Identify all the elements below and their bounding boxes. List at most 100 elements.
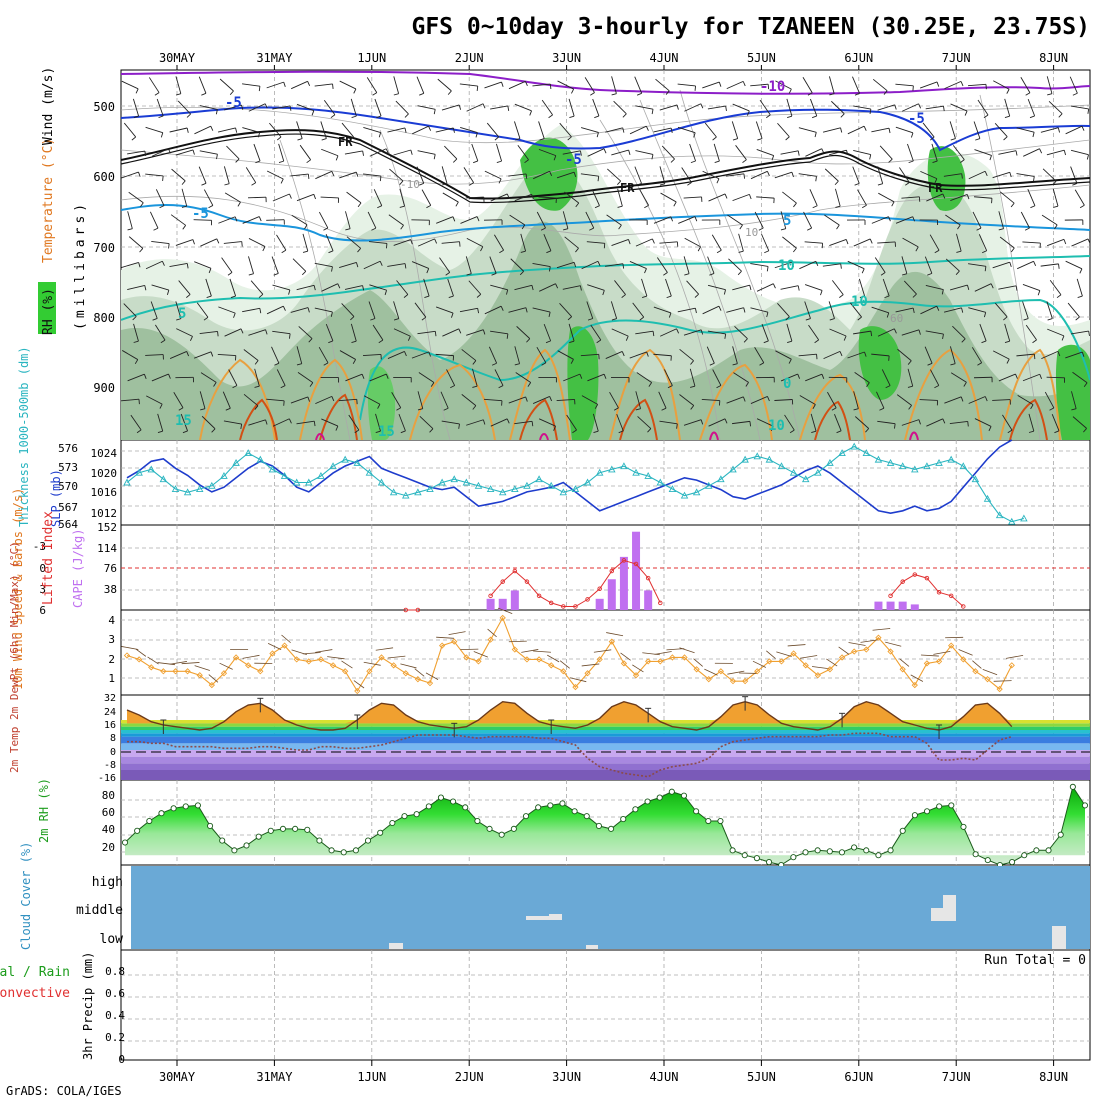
thickness-point (244, 449, 252, 457)
upper-wind-barb (243, 349, 259, 365)
wind10-point (863, 646, 870, 653)
upper-wind-barb (607, 168, 622, 186)
upper-wind-barb (532, 396, 553, 404)
bottom-date-label: 2JUN (455, 1070, 484, 1084)
upper-wind-barb (389, 168, 404, 185)
wind10-point (584, 670, 591, 677)
upper-wind-barb (242, 216, 262, 224)
upper-wind-barb (447, 278, 454, 299)
temperature-contours (121, 70, 1090, 440)
upper-wind-barb (1052, 188, 1059, 208)
bottom-date-label: 4JUN (650, 1070, 679, 1084)
thickness-point (717, 475, 725, 483)
upper-wind-barb (508, 80, 528, 90)
wind10-barb (315, 649, 333, 653)
upper-wind-barb (899, 167, 910, 186)
wind10-barb (666, 648, 685, 651)
wind10-barb (860, 639, 878, 643)
upper-wind-barb (471, 143, 479, 164)
cape-bar (498, 598, 507, 610)
rh-point (328, 847, 335, 854)
wind10-barb (157, 662, 176, 666)
thickness-point (801, 475, 810, 483)
wind10-barb (885, 641, 902, 647)
upper-wind-barb (992, 261, 1012, 269)
rh-point (146, 817, 153, 825)
upper-wind-barb (127, 211, 133, 231)
contour-label-1: -10 (760, 79, 785, 95)
upper-wind-barb (194, 261, 212, 274)
temp-contour-magenta-1 (315, 433, 325, 440)
upper-wind-barb (605, 127, 625, 133)
upper-wind-barb (348, 414, 360, 434)
upper-wind-barb (994, 123, 1008, 141)
upper-wind-barb (369, 373, 389, 382)
upper-wind-barb (735, 145, 747, 164)
upper-wind-barb (829, 238, 849, 247)
dewpoint-series-line (127, 732, 1013, 778)
bottom-date-label: 7JUN (942, 1070, 971, 1084)
cloud-ylabel: Cloud Cover (%) (19, 842, 33, 950)
upper-wind-barb (176, 328, 193, 342)
temp-band-4 (121, 743, 1090, 750)
rh-point (474, 817, 481, 825)
upper-wind-barb (224, 192, 241, 207)
thickness-point (171, 485, 180, 492)
temp-tick-0: 0 (110, 747, 116, 758)
upper-wind-barb (121, 80, 139, 94)
upper-wind-barb (1069, 76, 1078, 96)
wind10-point (220, 670, 228, 677)
upper-wind-barb (538, 196, 557, 203)
upper-wind-barb (296, 284, 316, 291)
wind10-barb (848, 642, 866, 646)
upper-wind-barb (847, 351, 867, 359)
upper-wind-barb (702, 305, 722, 315)
upper-wind-barb (130, 414, 142, 434)
upper-wind-barb (658, 391, 667, 411)
wind10-point (814, 672, 821, 679)
wind10-barb (899, 658, 910, 667)
upper-wind-barb (822, 263, 842, 269)
upper-wind-barb (653, 216, 674, 224)
upper-wind-barb (414, 302, 427, 321)
rh-point (340, 849, 347, 856)
upper-wind-barb (854, 416, 870, 433)
upper-wind-barb (362, 353, 382, 360)
wind10-barb (679, 647, 695, 654)
rh-region-8 (1055, 344, 1090, 440)
gray-contour-3 (121, 184, 1090, 242)
thickness-point (862, 449, 871, 457)
upper-wind-barb (508, 307, 528, 313)
upper-wind-barb (180, 413, 188, 434)
upper-wind-barb (510, 258, 524, 276)
upper-wind-barb (509, 214, 526, 230)
temp-contour-red-4 (619, 398, 658, 440)
upper-wind-barb (780, 150, 800, 156)
cloud-background (131, 866, 1090, 949)
rh-point (352, 847, 359, 854)
upper-wind-barb (341, 303, 355, 321)
upper-wind-barb (835, 188, 841, 208)
upper-wind-barb (1025, 324, 1037, 344)
rh-point (899, 827, 906, 834)
upper-wind-barb (945, 214, 961, 230)
upper-wind-barb (780, 285, 800, 291)
upper-wind-barb (659, 104, 679, 111)
upper-wind-barb (193, 219, 213, 226)
rh-point (498, 831, 505, 838)
upper-wind-barb (320, 196, 340, 203)
wind10-barb (327, 656, 345, 660)
upper-wind-barb (490, 105, 510, 111)
upper-wind-barb (226, 145, 240, 163)
thickness-point (692, 488, 701, 496)
upper-wind-barb (786, 323, 793, 343)
wind10-point (935, 658, 943, 665)
upper-wind-barb (827, 391, 837, 411)
temp-band-7 (121, 730, 1090, 734)
upper-wind-barb (396, 280, 409, 298)
upper-wind-barb (223, 420, 243, 429)
wind10-point (390, 662, 397, 669)
rh-point (1009, 859, 1016, 866)
upper-wind-barb (145, 126, 164, 138)
upper-wind-barb (733, 372, 749, 387)
